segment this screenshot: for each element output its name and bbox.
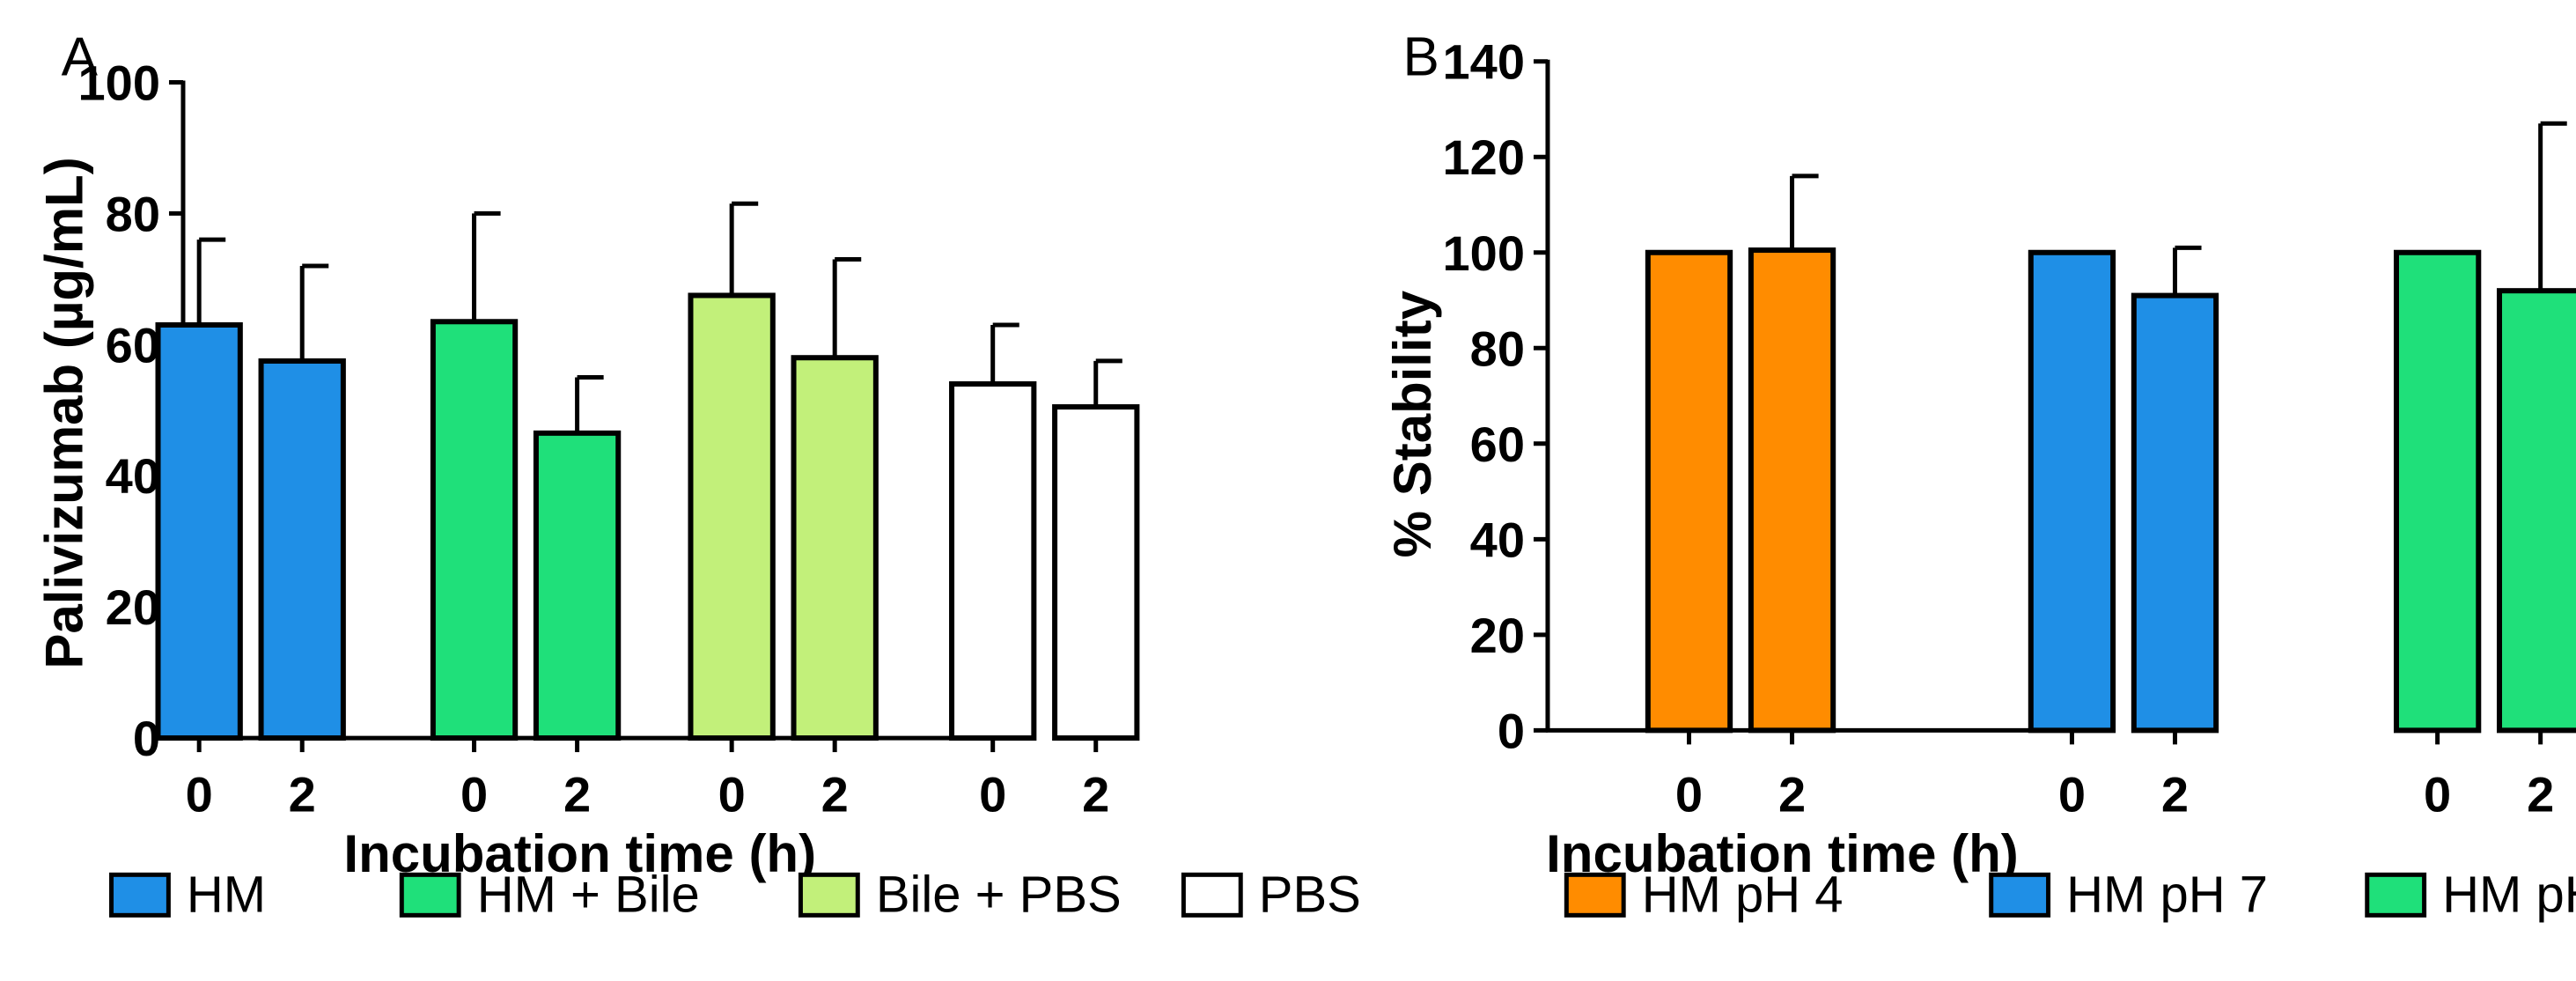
bar bbox=[1645, 249, 1733, 734]
legend-swatch bbox=[399, 872, 461, 918]
x-tick-label: 0 bbox=[2058, 766, 2086, 822]
x-tick-label: 2 bbox=[1082, 766, 1109, 822]
bar bbox=[949, 380, 1037, 741]
panel-letter: A bbox=[62, 27, 99, 88]
x-tick-label: 2 bbox=[2161, 766, 2189, 822]
y-axis-title: Palivizumab (µg/mL) bbox=[34, 157, 93, 668]
x-tick-label: 0 bbox=[2424, 766, 2451, 822]
x-tick-label: 0 bbox=[186, 766, 213, 822]
y-tick-label: 60 bbox=[106, 317, 160, 372]
y-tick-label: 60 bbox=[1470, 417, 1525, 472]
x-tick-label: 0 bbox=[460, 766, 488, 822]
legend-label: HM pH 8 bbox=[2442, 866, 2576, 923]
x-tick-label: 0 bbox=[1675, 766, 1703, 822]
bar bbox=[2497, 288, 2576, 734]
y-tick-label: 40 bbox=[106, 448, 160, 504]
y-axis-title: % Stability bbox=[1383, 290, 1442, 557]
bar bbox=[688, 292, 776, 741]
legend-swatch bbox=[1989, 872, 2051, 918]
legend-label: PBS bbox=[1259, 866, 1361, 923]
legend-label: HM pH 7 bbox=[2066, 866, 2268, 923]
y-tick-label: 100 bbox=[1443, 225, 1525, 281]
panel-letter: B bbox=[1402, 27, 1439, 88]
y-tick-label: 80 bbox=[1470, 321, 1525, 376]
y-tick-label: 40 bbox=[1470, 512, 1525, 567]
bar bbox=[1052, 404, 1140, 741]
bar bbox=[1748, 247, 1836, 734]
bar bbox=[2393, 249, 2482, 734]
y-tick-label: 0 bbox=[1498, 703, 1525, 758]
legend-swatch bbox=[1181, 872, 1243, 918]
y-tick-label: 80 bbox=[106, 186, 160, 241]
y-tick-label: 140 bbox=[1443, 34, 1525, 90]
y-tick-label: 20 bbox=[106, 579, 160, 635]
legend-swatch bbox=[2365, 872, 2427, 918]
legend-label: HM bbox=[187, 866, 266, 923]
y-tick-label: 20 bbox=[1470, 608, 1525, 663]
bar bbox=[2131, 292, 2219, 734]
bar bbox=[258, 358, 346, 741]
legend-label: HM pH 4 bbox=[1642, 866, 1844, 923]
legend-label: HM + Bile bbox=[477, 866, 700, 923]
bar bbox=[430, 319, 519, 741]
x-tick-label: 2 bbox=[563, 766, 591, 822]
bar bbox=[2028, 249, 2116, 734]
y-tick-label: 100 bbox=[78, 55, 160, 110]
legend-swatch bbox=[798, 872, 860, 918]
bar bbox=[533, 430, 622, 741]
bar bbox=[791, 355, 879, 741]
y-tick-label: 120 bbox=[1443, 129, 1525, 185]
bar bbox=[155, 321, 243, 741]
legend-swatch bbox=[109, 872, 171, 918]
x-tick-label: 2 bbox=[1778, 766, 1806, 822]
legend-swatch bbox=[1564, 872, 1626, 918]
x-tick-label: 0 bbox=[979, 766, 1006, 822]
legend-label: Bile + PBS bbox=[876, 866, 1122, 923]
x-tick-label: 0 bbox=[718, 766, 746, 822]
x-tick-label: 2 bbox=[2527, 766, 2554, 822]
x-tick-label: 2 bbox=[289, 766, 316, 822]
x-tick-label: 2 bbox=[821, 766, 849, 822]
